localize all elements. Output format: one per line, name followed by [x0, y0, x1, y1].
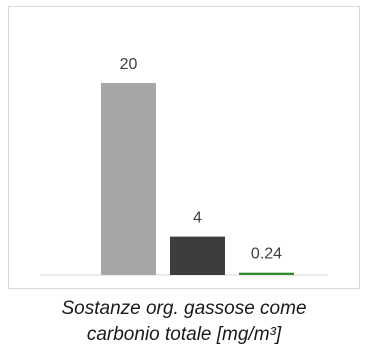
- caption-line-2: carbonio totale [mg/m³]: [86, 324, 282, 345]
- bar-3: [239, 272, 294, 275]
- caption-line-1: Sostanze org. gassose come: [61, 298, 307, 319]
- bar-2: [170, 236, 225, 275]
- data-label-2: 4: [193, 210, 202, 227]
- data-label-1: 20: [120, 56, 138, 73]
- bar-chart: 20 4 0.24: [40, 56, 328, 276]
- data-label-3: 0.24: [251, 246, 282, 263]
- bar-1: [101, 83, 156, 275]
- chart-caption: Sostanze org. gassose come carbonio tota…: [0, 296, 368, 348]
